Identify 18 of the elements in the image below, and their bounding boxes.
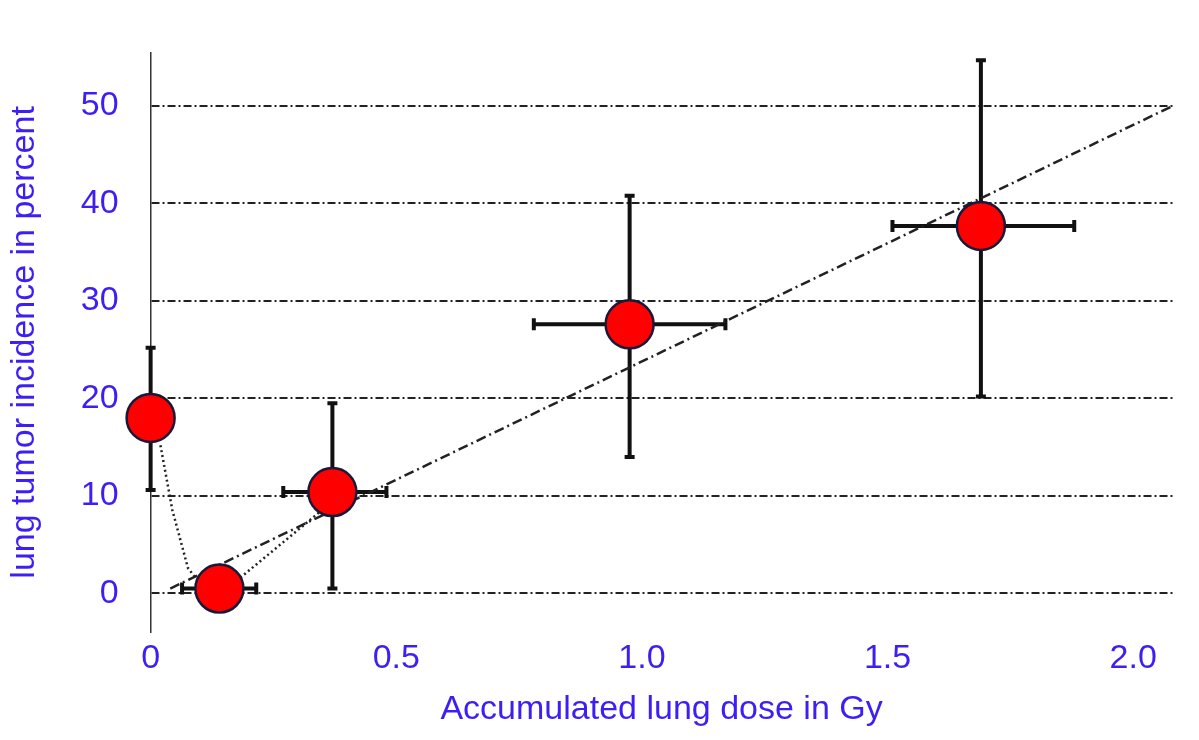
y-tick-label: 0 — [99, 571, 119, 610]
point — [194, 563, 245, 614]
x-tick-label: 2.0 — [1109, 637, 1157, 676]
x-tick-label: 1.5 — [863, 637, 912, 676]
point — [307, 466, 358, 518]
point — [604, 299, 655, 350]
x-tick-label: 0 — [141, 637, 161, 676]
x-axis-title: Accumulated lung dose in Gy — [440, 687, 883, 726]
y-tick-label: 10 — [80, 474, 119, 513]
y-tick-label: 40 — [80, 181, 119, 220]
x-tick-label: 0.5 — [372, 637, 420, 676]
point — [125, 392, 176, 444]
x-tick-label: 1.0 — [618, 637, 666, 676]
y-tick-label: 50 — [80, 84, 119, 123]
y-tick-label: 30 — [80, 279, 119, 318]
point — [955, 200, 1007, 252]
y-axis-title: lung tumor incidence in percent — [2, 105, 41, 579]
y-tick-label: 20 — [80, 376, 119, 415]
